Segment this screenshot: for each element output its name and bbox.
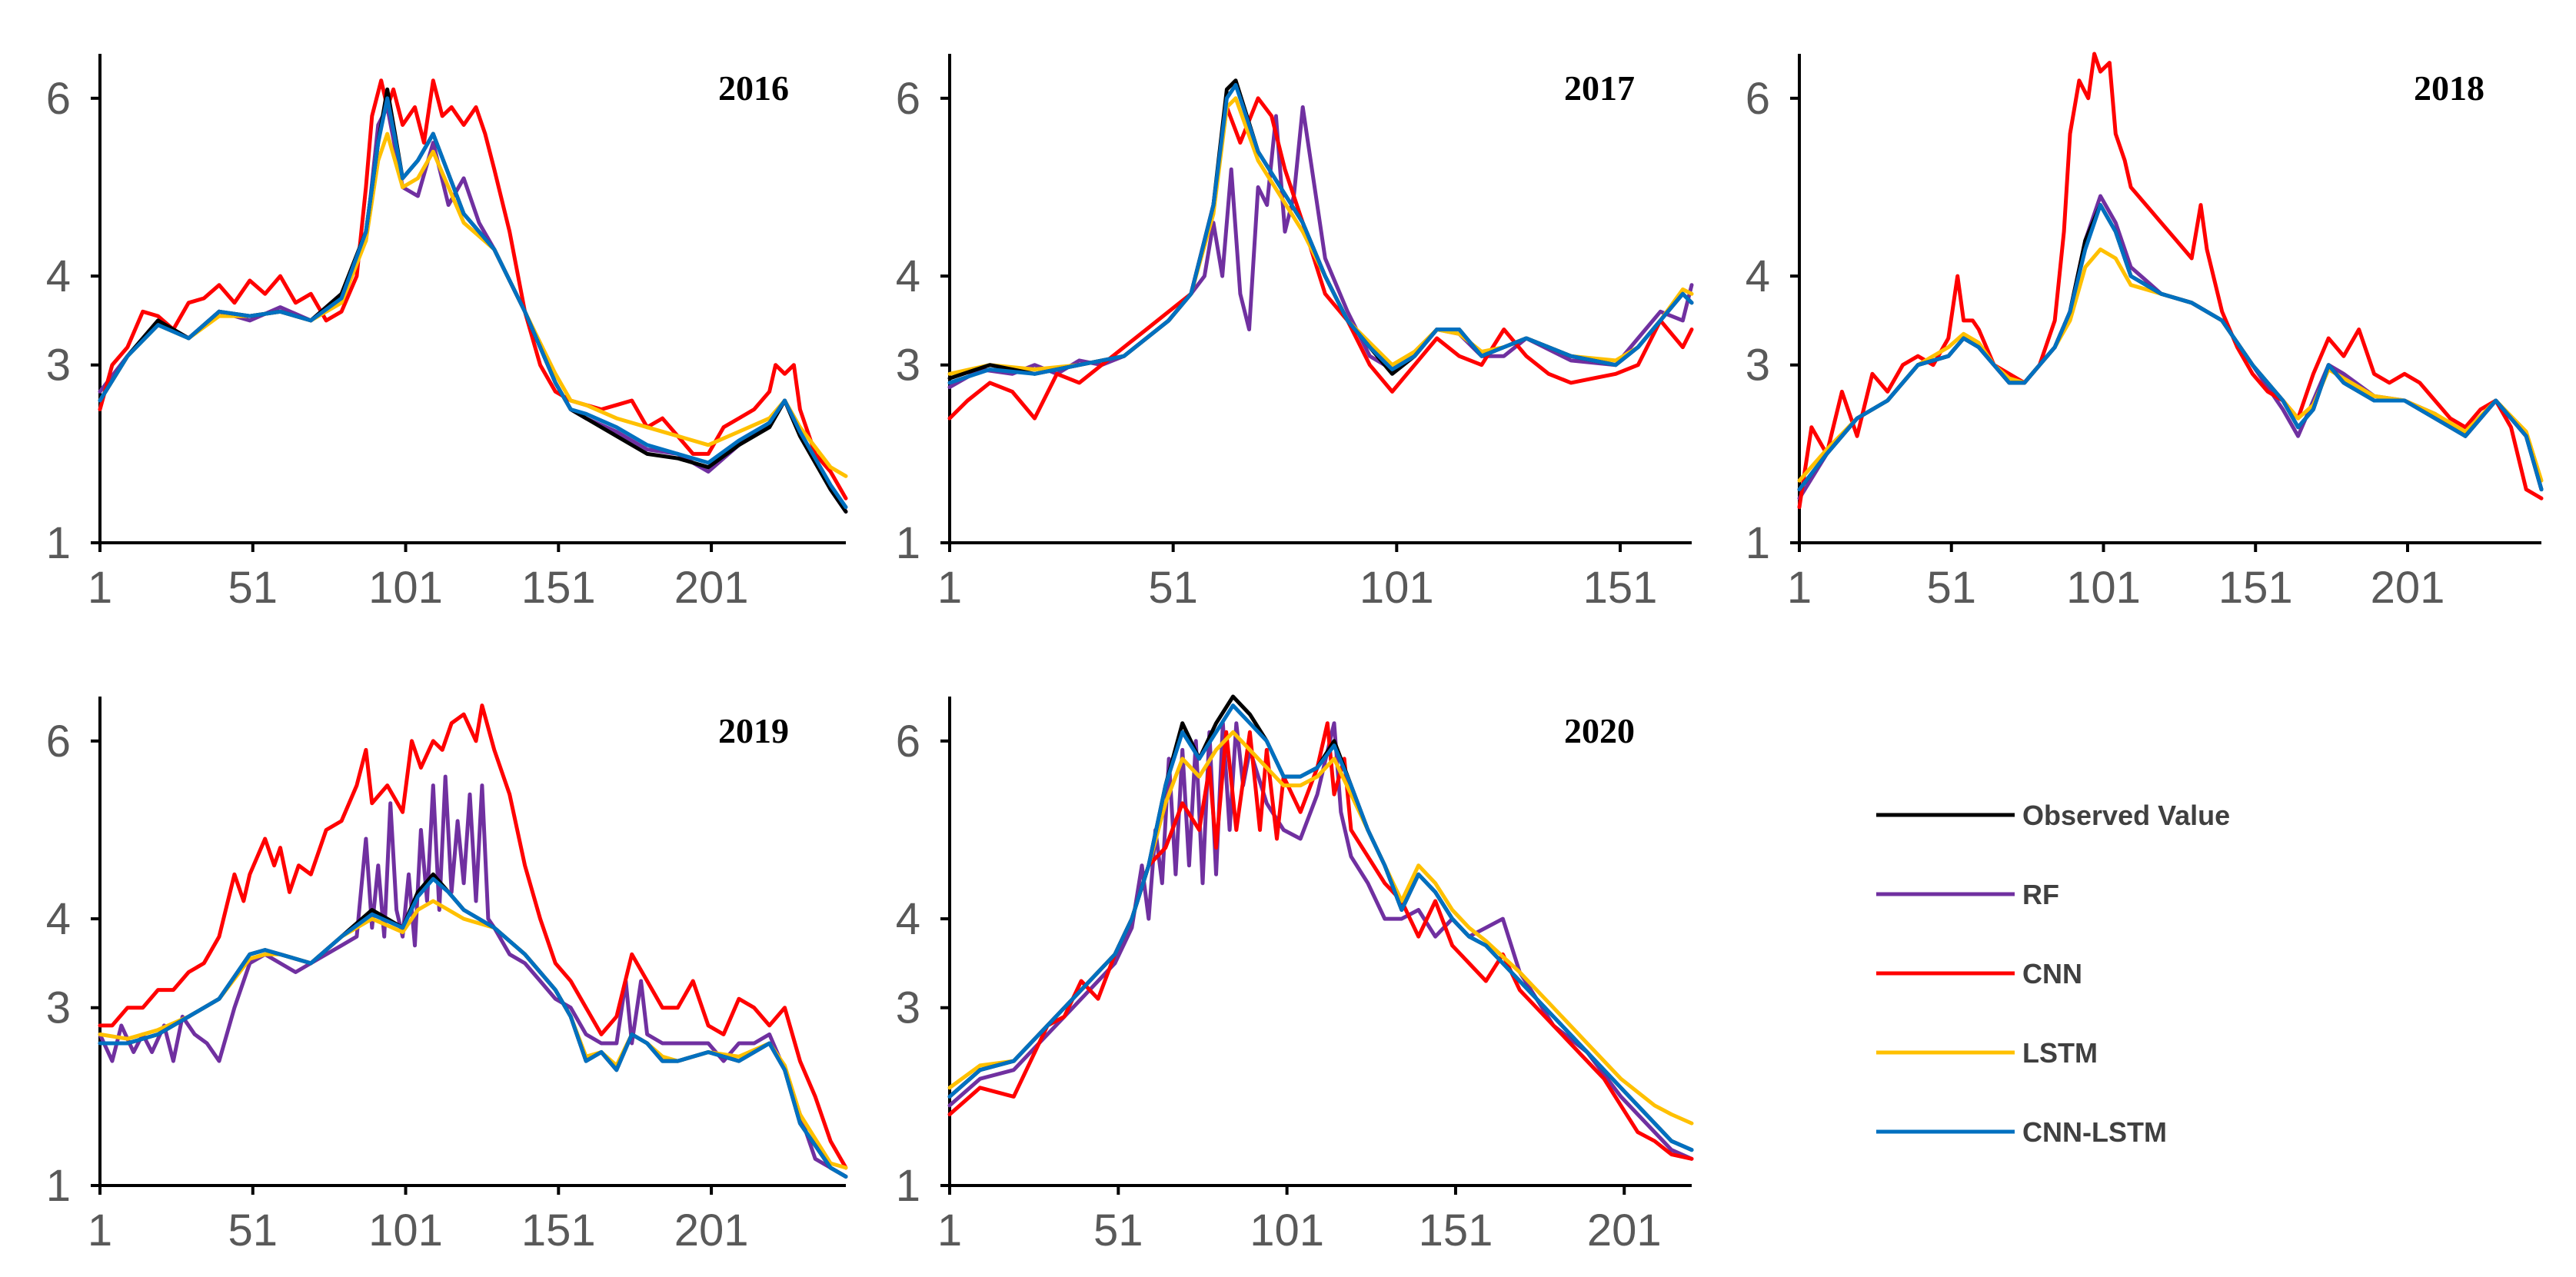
y-tick-label: 4 [896, 251, 920, 301]
y-tick-label: 6 [1746, 74, 1770, 124]
y-tick-label: 6 [46, 74, 71, 124]
series-line-observed-value [1797, 203, 2544, 492]
x-tick-label: 151 [1583, 563, 1658, 613]
x-tick-label: 151 [2218, 563, 2293, 613]
series-line-rf [947, 721, 1694, 1161]
series-line-cnn-lstm [947, 83, 1694, 385]
series-line-cnn [98, 78, 848, 500]
legend-label-cnn-lstm: CNN-LSTM [2022, 1116, 2167, 1148]
series-line-cnn-lstm [947, 703, 1694, 1152]
legend: Observed Value RF CNN LSTM CNN-LSTM [1876, 800, 2230, 1148]
x-tick-label: 201 [674, 1206, 749, 1255]
panel-title: 2019 [718, 711, 789, 750]
y-tick-label: 3 [46, 983, 71, 1033]
series-line-lstm [98, 131, 848, 478]
x-tick-label: 201 [674, 563, 749, 613]
x-tick-label: 151 [1419, 1206, 1493, 1255]
panel-title: 2018 [2414, 68, 2484, 108]
series-line-rf [98, 774, 848, 1179]
series-line-cnn-lstm [98, 96, 848, 510]
x-tick-label: 51 [1093, 1206, 1143, 1255]
series-line-lstm [1797, 247, 2544, 483]
panel-title: 2020 [1564, 711, 1635, 750]
y-tick-label: 1 [46, 1161, 71, 1211]
x-tick-label: 1 [1787, 563, 1812, 613]
x-tick-label: 201 [2371, 563, 2445, 613]
y-tick-label: 4 [46, 894, 71, 944]
y-tick-label: 1 [46, 518, 71, 568]
series-line-lstm [947, 730, 1694, 1126]
y-tick-label: 3 [1746, 341, 1770, 391]
x-tick-label: 51 [228, 1206, 278, 1255]
panel-title: 2017 [1564, 68, 1635, 108]
series-line-rf [947, 105, 1694, 390]
legend-label-cnn: CNN [2022, 958, 2082, 989]
x-tick-label: 151 [521, 563, 596, 613]
x-tick-label: 101 [2066, 563, 2141, 613]
y-tick-label: 1 [1746, 518, 1770, 568]
x-tick-label: 101 [368, 1206, 443, 1255]
y-tick-label: 1 [896, 1161, 920, 1211]
panel-title: 2016 [718, 68, 789, 108]
y-tick-label: 6 [46, 717, 71, 767]
series-line-observed-value [98, 87, 848, 514]
x-tick-label: 201 [1587, 1206, 1662, 1255]
series-line-rf [1797, 194, 2544, 500]
legend-label-observed-value: Observed Value [2022, 800, 2230, 831]
y-tick-label: 3 [46, 341, 71, 391]
x-tick-label: 151 [521, 1206, 596, 1255]
y-tick-label: 3 [896, 341, 920, 391]
x-tick-label: 1 [88, 563, 112, 613]
x-tick-label: 51 [1148, 563, 1198, 613]
x-tick-label: 1 [937, 1206, 962, 1255]
series-line-rf [98, 105, 848, 514]
series-line-cnn-lstm [98, 876, 848, 1179]
series-line-cnn [1797, 52, 2544, 510]
series-line-cnn [947, 721, 1694, 1161]
series-line-lstm [98, 899, 848, 1170]
legend-label-lstm: LSTM [2022, 1037, 2098, 1069]
series-line-cnn [98, 703, 848, 1170]
y-tick-label: 4 [46, 251, 71, 301]
y-tick-label: 4 [896, 894, 920, 944]
x-tick-label: 101 [1250, 1206, 1324, 1255]
x-tick-label: 1 [88, 1206, 112, 1255]
legend-label-rf: RF [2022, 879, 2059, 910]
y-tick-label: 4 [1746, 251, 1770, 301]
y-tick-label: 1 [896, 518, 920, 568]
y-tick-label: 6 [896, 717, 920, 767]
series-line-cnn-lstm [1797, 203, 2544, 492]
x-tick-label: 101 [1360, 563, 1434, 613]
x-tick-label: 51 [228, 563, 278, 613]
x-tick-label: 51 [1926, 563, 1976, 613]
x-tick-label: 101 [368, 563, 443, 613]
y-tick-label: 6 [896, 74, 920, 124]
x-tick-label: 1 [937, 563, 962, 613]
y-tick-label: 3 [896, 983, 920, 1033]
